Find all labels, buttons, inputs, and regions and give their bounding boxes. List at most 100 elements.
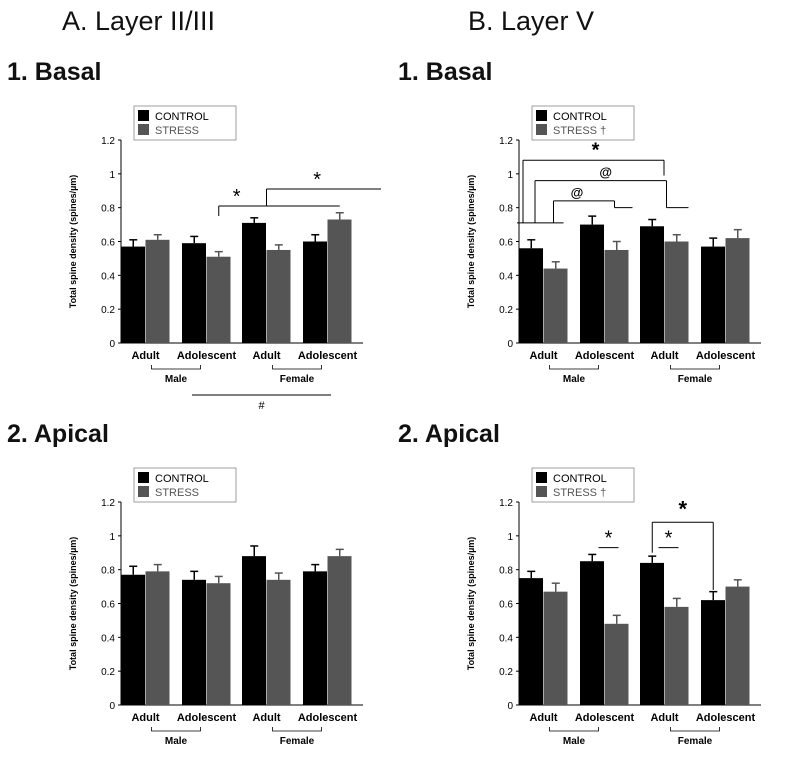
footnote-hash: # [258,400,265,412]
bar-stress-3 [327,219,352,343]
chart-layer23-basal: CONTROL STRESS 0 0.2 0.4 0.6 0.8 1 1.2 Total spin… [68,105,381,412]
y-axis-label: Total spine density (spines/µm) [68,537,78,671]
group-bracket-1 [272,365,322,370]
y-tick-label: 0.6 [499,600,513,611]
x-tick-label-3: Adolescent [696,350,756,362]
chart-layer5-basal: CONTROL STRESS † 0 0.2 0.4 0.6 0.8 1 1.2 Total sp… [466,105,761,385]
x-tick-label-1: Adolescent [177,712,237,724]
bar-stress-3 [327,556,352,705]
legend-label-0: CONTROL [155,473,209,485]
y-tick-label: 0.8 [499,566,513,577]
y-tick-label: 0.2 [499,667,513,678]
panel-title-layer5-basal: 1. Basal [398,58,493,86]
legend-swatch-0 [536,472,547,483]
column-title-layer-2-3: A. Layer II/III [62,6,216,36]
bar-control-2 [640,226,664,343]
sig-star: * [592,139,600,161]
bar-control-0 [121,246,145,343]
bar-control-2 [242,222,266,343]
bar-control-1 [580,561,604,705]
bar-control-2 [242,556,266,705]
y-tick-label: 0.6 [101,238,115,249]
panel-title-layer23-apical: 2. Apical [7,420,109,448]
x-tick-label-3: Adolescent [298,350,358,362]
bar-stress-2 [664,241,689,343]
group-bracket-1 [670,365,720,370]
y-tick-label: 0.2 [101,305,115,316]
legend-swatch-1 [138,486,149,497]
y-tick-label: 0 [507,339,513,350]
sig-star-male-adol: * [605,528,613,550]
bar-stress-1 [604,249,629,343]
y-tick-label: 0.4 [101,271,115,282]
bar-control-1 [182,579,206,705]
bar-stress-2 [664,606,689,705]
legend-swatch-1 [536,124,547,135]
bar-control-0 [121,574,145,705]
sig-star-1: * [233,186,241,208]
legend-label-0: CONTROL [553,111,607,123]
y-tick-label: 1 [507,532,513,543]
group-bracket-0 [549,365,599,370]
bar-stress-0 [145,571,170,705]
group-label-1: Female [280,736,315,747]
x-tick-label-1: Adolescent [575,350,635,362]
column-title-layer-5: B. Layer V [468,6,595,36]
legend-swatch-0 [138,472,149,483]
group-bracket-0 [151,365,201,370]
x-tick-label-2: Adult [650,350,678,362]
bar-control-2 [640,562,664,705]
bar-stress-1 [206,256,231,343]
y-tick-label: 1 [507,170,513,181]
bar-control-1 [580,224,604,343]
y-tick-label: 1 [109,532,115,543]
bar-control-3 [303,241,327,343]
x-tick-label-1: Adolescent [575,712,635,724]
panel-title-layer23-basal: 1. Basal [7,58,102,86]
y-axis-label: Total spine density (spines/µm) [466,175,476,309]
y-tick-label: 0.6 [499,238,513,249]
bar-stress-0 [145,239,170,343]
group-label-0: Male [165,736,188,747]
panel-title-layer5-apical: 2. Apical [398,420,500,448]
group-bracket-0 [549,727,599,732]
sig-at-1: @ [599,165,612,180]
y-tick-label: 0.8 [101,566,115,577]
y-tick-label: 0.4 [101,633,115,644]
y-tick-label: 1 [109,170,115,181]
y-tick-label: 0.8 [101,204,115,215]
bar-stress-0 [543,591,568,705]
y-tick-label: 0.4 [499,633,513,644]
y-tick-label: 1.2 [499,498,513,509]
x-tick-label-2: Adult [252,350,280,362]
y-tick-label: 0.2 [101,667,115,678]
sig-star-2: * [313,169,321,191]
chart-layer5-apical: CONTROL STRESS † 0 0.2 0.4 0.6 0.8 1 1.2 Total sp… [466,467,761,747]
group-label-0: Male [563,736,586,747]
bar-stress-1 [206,583,231,705]
y-tick-label: 0.6 [101,600,115,611]
legend-label-1: STRESS † [553,125,606,137]
y-tick-label: 1.2 [101,498,115,509]
x-tick-label-0: Adult [529,350,557,362]
legend-swatch-0 [536,110,547,121]
x-tick-label-3: Adolescent [298,712,358,724]
legend-label-1: STRESS [155,125,199,137]
x-tick-label-1: Adolescent [177,350,237,362]
y-tick-label: 0.8 [499,204,513,215]
y-tick-label: 1.2 [499,136,513,147]
sig-at-2: @ [571,185,584,200]
legend-label-0: CONTROL [155,111,209,123]
y-tick-label: 0 [109,339,115,350]
y-axis-label: Total spine density (spines/µm) [466,537,476,671]
y-axis-label: Total spine density (spines/µm) [68,175,78,309]
legend-swatch-1 [138,124,149,135]
legend-swatch-1 [536,486,547,497]
y-tick-label: 1.2 [101,136,115,147]
bar-stress-2 [266,579,291,705]
bar-stress-2 [266,249,291,343]
y-tick-label: 0.2 [499,305,513,316]
legend-swatch-0 [138,110,149,121]
x-tick-label-2: Adult [252,712,280,724]
group-label-0: Male [563,374,586,385]
